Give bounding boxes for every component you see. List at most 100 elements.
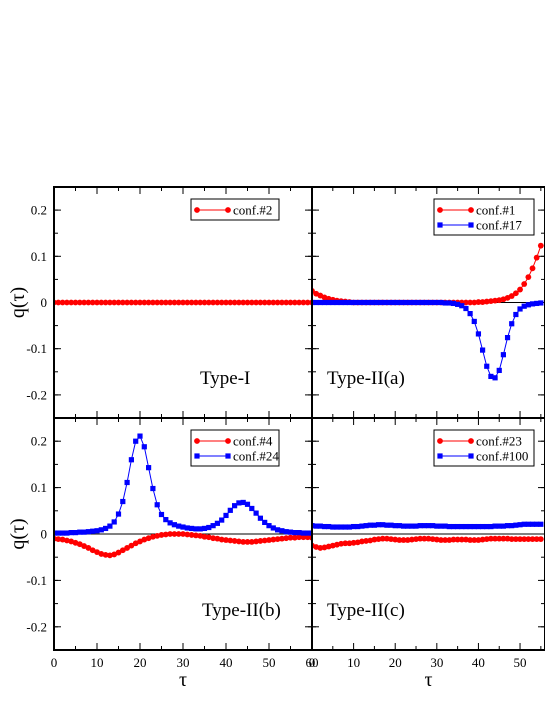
data-point bbox=[210, 535, 217, 542]
data-point bbox=[158, 299, 165, 306]
data-point bbox=[400, 537, 407, 543]
data-point bbox=[475, 331, 482, 337]
data-point bbox=[188, 299, 195, 306]
y-tick-label: 0.1 bbox=[31, 249, 47, 264]
data-point bbox=[115, 511, 122, 517]
data-point bbox=[537, 242, 544, 249]
data-point bbox=[176, 523, 182, 529]
data-point bbox=[210, 523, 216, 529]
data-point bbox=[184, 525, 190, 531]
data-point bbox=[521, 281, 528, 287]
data-point bbox=[521, 303, 527, 309]
data-point bbox=[132, 299, 139, 306]
data-point bbox=[111, 299, 118, 306]
data-point bbox=[72, 299, 79, 306]
data-point bbox=[363, 523, 369, 529]
data-point bbox=[59, 299, 66, 306]
x-tick-label: 60 bbox=[306, 655, 319, 670]
data-point bbox=[124, 299, 130, 306]
data-point bbox=[529, 521, 536, 527]
data-point bbox=[509, 523, 515, 529]
data-point bbox=[330, 299, 336, 306]
data-point bbox=[371, 522, 378, 528]
data-point bbox=[517, 536, 523, 543]
data-point bbox=[484, 523, 490, 530]
data-point bbox=[248, 538, 255, 545]
data-point bbox=[471, 523, 477, 530]
data-point bbox=[475, 523, 482, 530]
data-point bbox=[261, 299, 268, 306]
data-point bbox=[171, 299, 178, 306]
data-point bbox=[201, 299, 208, 306]
y-tick-label: 0 bbox=[41, 295, 48, 310]
series-conf.#24 bbox=[54, 433, 312, 536]
legend-marker bbox=[225, 438, 231, 444]
data-point bbox=[517, 306, 523, 312]
data-point bbox=[253, 299, 259, 306]
data-point bbox=[68, 299, 75, 306]
data-point bbox=[72, 530, 79, 536]
data-point bbox=[517, 522, 523, 528]
data-point bbox=[413, 299, 419, 306]
data-point bbox=[359, 299, 365, 306]
data-point bbox=[309, 530, 312, 536]
data-point bbox=[388, 522, 394, 528]
data-point bbox=[312, 523, 315, 529]
data-point bbox=[257, 538, 264, 544]
x-tick-label: 0 bbox=[51, 655, 58, 670]
data-point bbox=[538, 521, 544, 527]
data-point bbox=[266, 299, 272, 306]
panel-label: Type-II(c) bbox=[327, 600, 405, 621]
legend-marker bbox=[468, 222, 474, 228]
data-point bbox=[287, 529, 294, 535]
data-point bbox=[388, 299, 394, 306]
data-point bbox=[405, 523, 411, 529]
y-tick-label: -0.1 bbox=[26, 341, 47, 356]
data-point bbox=[201, 533, 208, 540]
panel-label: Type-II(b) bbox=[202, 600, 281, 621]
data-point bbox=[384, 299, 390, 306]
data-point bbox=[504, 335, 511, 341]
legend-label: conf.#2 bbox=[233, 203, 272, 218]
data-point bbox=[525, 521, 531, 527]
x-tick-label: 0 bbox=[309, 655, 316, 670]
series-conf.#17 bbox=[312, 299, 544, 381]
data-point bbox=[346, 524, 353, 530]
data-point bbox=[450, 523, 457, 530]
data-point bbox=[351, 523, 357, 530]
data-point bbox=[471, 537, 478, 543]
data-point bbox=[355, 523, 361, 530]
data-point bbox=[283, 299, 290, 306]
data-point bbox=[296, 299, 302, 306]
data-point bbox=[55, 299, 62, 306]
data-point bbox=[529, 301, 536, 307]
data-point bbox=[321, 523, 328, 530]
data-point bbox=[240, 499, 246, 506]
data-point bbox=[68, 530, 74, 536]
data-point bbox=[492, 523, 498, 529]
data-point bbox=[421, 535, 428, 542]
data-point bbox=[300, 534, 307, 541]
legend-label: conf.#1 bbox=[476, 203, 515, 218]
data-point bbox=[103, 525, 109, 532]
data-point bbox=[488, 535, 494, 542]
data-point bbox=[180, 299, 186, 306]
data-point bbox=[396, 299, 402, 306]
data-point bbox=[180, 531, 186, 537]
data-point bbox=[231, 538, 238, 544]
data-point bbox=[189, 525, 195, 532]
y-tick-label: -0.2 bbox=[26, 387, 47, 402]
legend-marker bbox=[468, 453, 474, 459]
legend-marker bbox=[437, 438, 443, 444]
series-conf.#2 bbox=[54, 299, 312, 306]
data-point bbox=[266, 537, 272, 543]
data-point bbox=[227, 507, 233, 513]
data-point bbox=[162, 299, 169, 306]
data-point bbox=[513, 522, 519, 528]
data-point bbox=[154, 299, 161, 306]
data-point bbox=[317, 299, 323, 306]
data-point bbox=[184, 299, 191, 306]
data-point bbox=[197, 526, 203, 532]
